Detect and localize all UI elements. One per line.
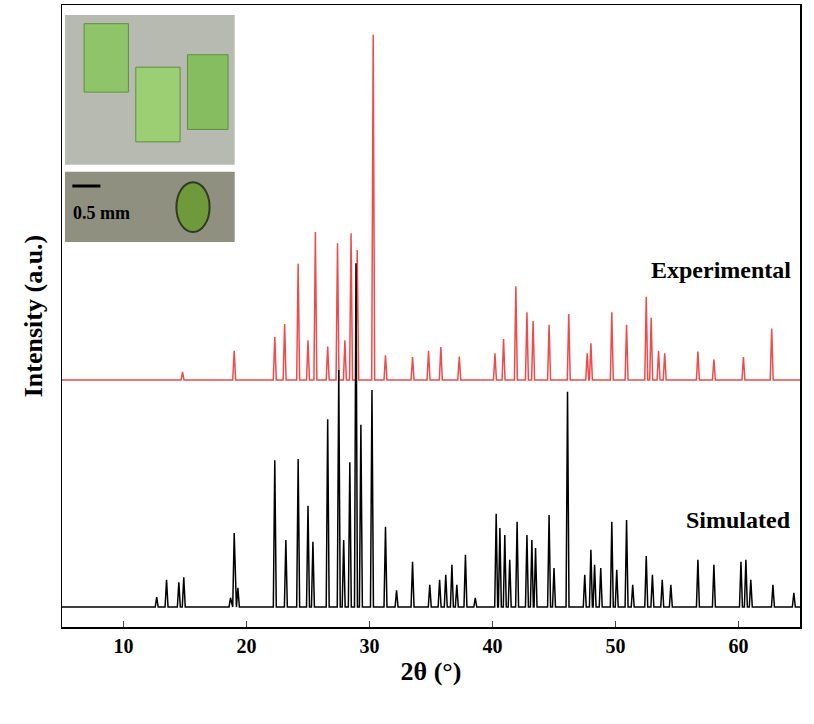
svg-text:Intensity (a.u.): Intensity (a.u.) [19, 235, 48, 398]
svg-text:0.5 mm: 0.5 mm [73, 203, 130, 223]
svg-text:10: 10 [114, 635, 134, 657]
svg-text:40: 40 [483, 635, 503, 657]
svg-text:2θ (°): 2θ (°) [401, 657, 462, 686]
svg-text:60: 60 [729, 635, 749, 657]
svg-text:50: 50 [606, 635, 626, 657]
svg-text:20: 20 [237, 635, 257, 657]
svg-text:Simulated: Simulated [686, 507, 791, 533]
svg-text:30: 30 [360, 635, 380, 657]
svg-text:Experimental: Experimental [651, 257, 791, 283]
